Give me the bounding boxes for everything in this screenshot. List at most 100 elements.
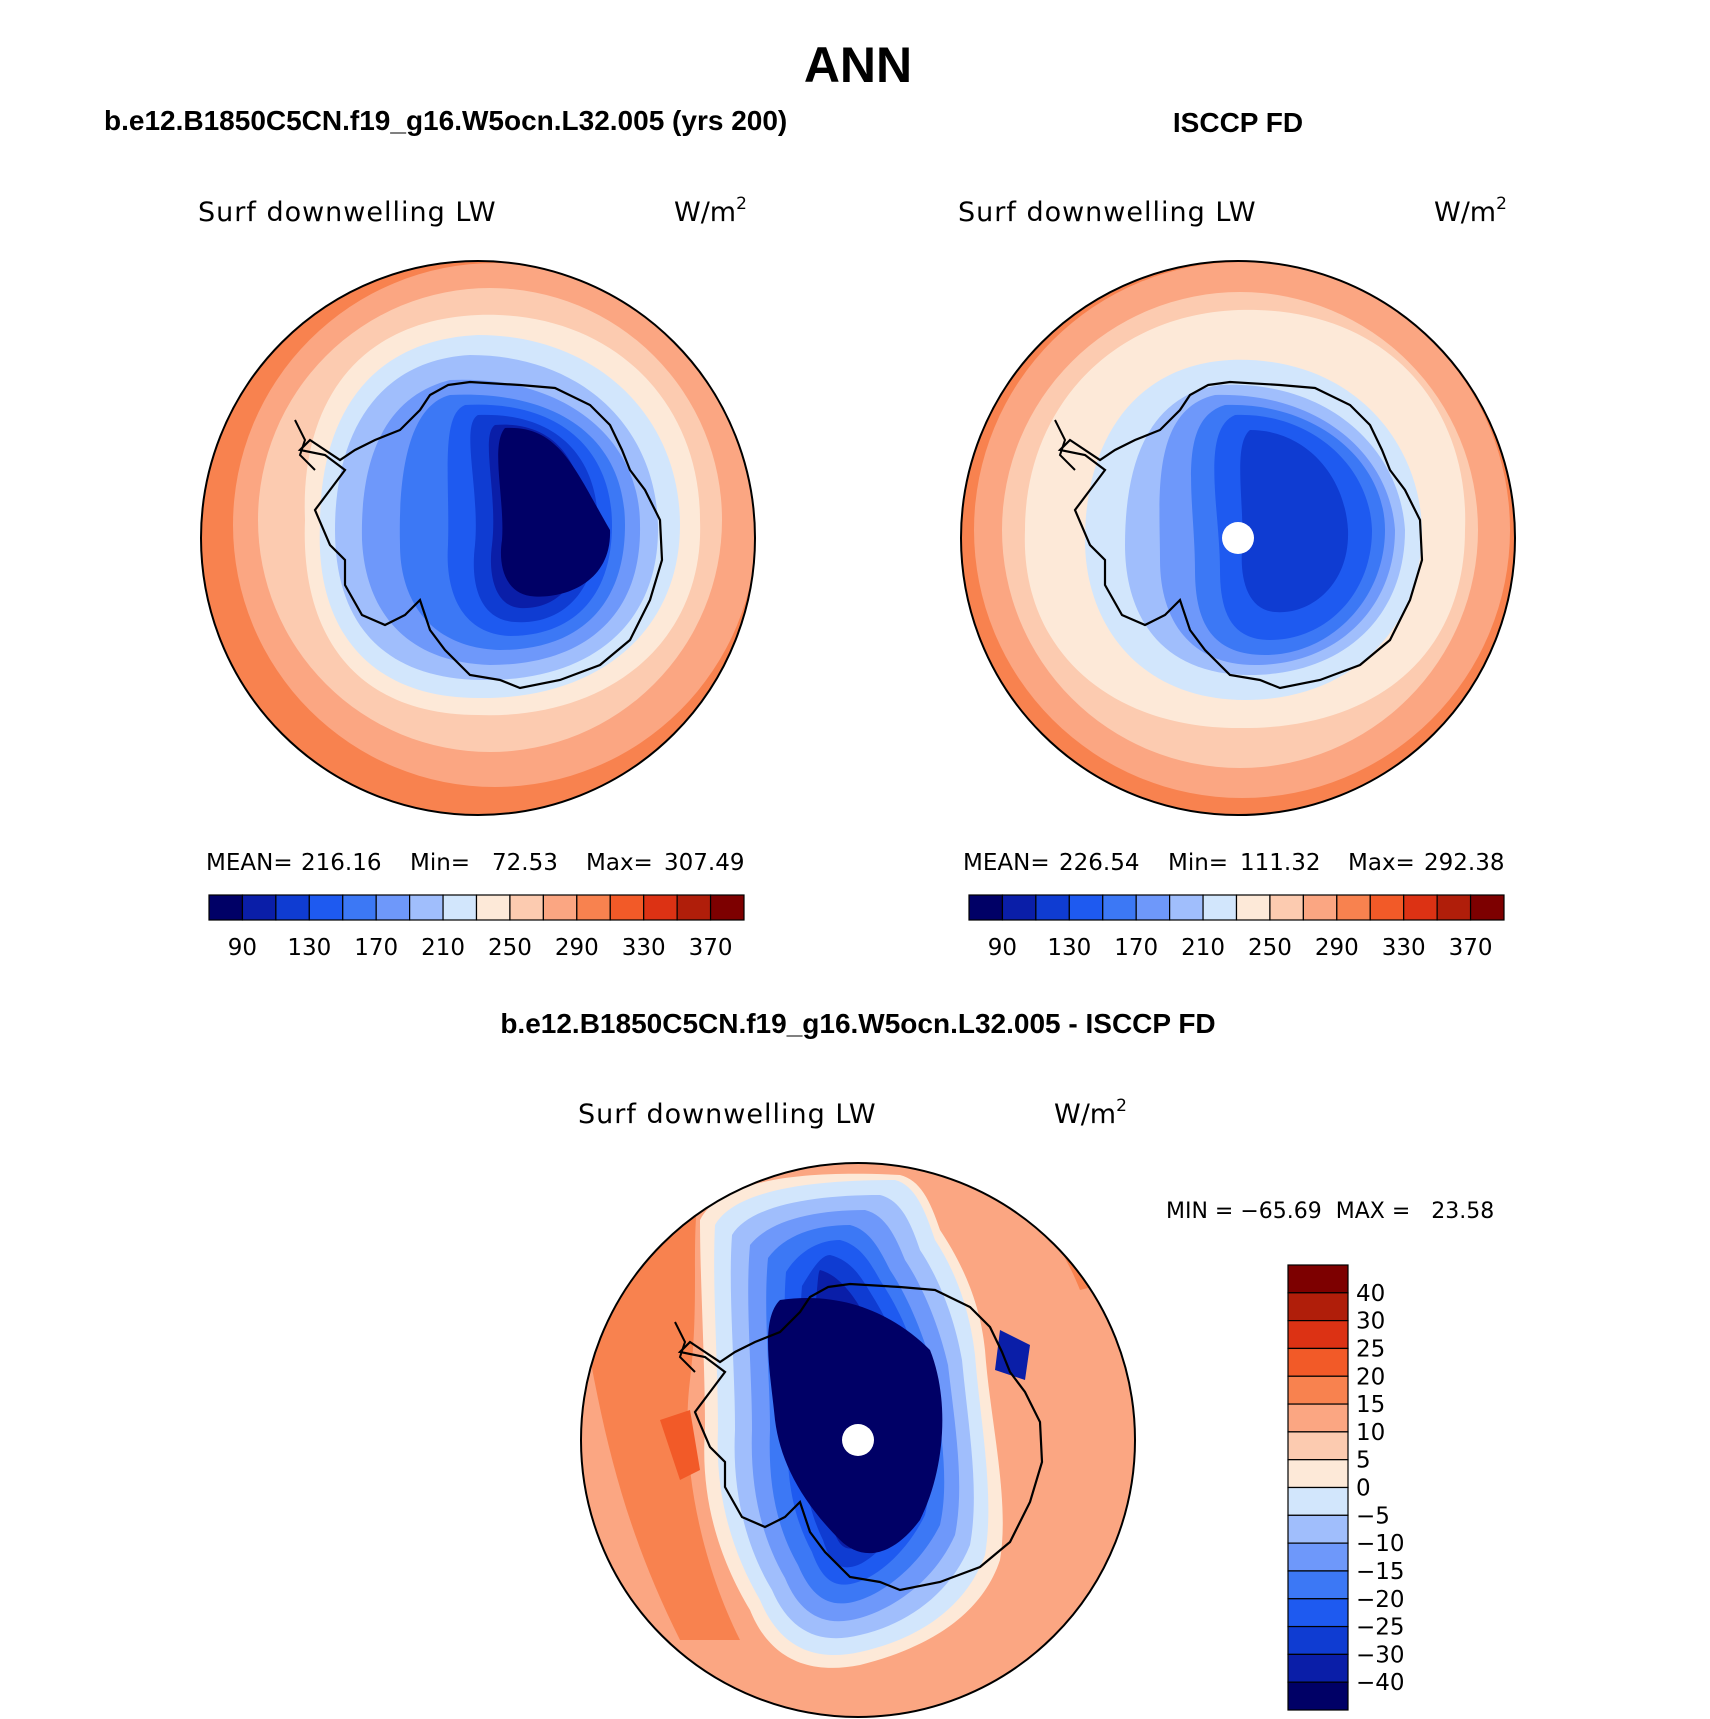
diff-colorbar-tick-label: 0 [1356, 1476, 1371, 1502]
diff-colorbar-swatch [1287, 1514, 1349, 1544]
diff-colorbar [1287, 1264, 1349, 1711]
diff-colorbar-swatch [1287, 1375, 1349, 1405]
panel-b-variable: Surf downwelling LW [958, 197, 1257, 228]
panel-a-colorbar-swatch [709, 894, 745, 921]
panel-b-colorbar-tick-label: 250 [1248, 935, 1292, 961]
panel-b-colorbar-tick-label: 330 [1382, 935, 1426, 961]
panel-b-heading: ISCCP FD [1173, 107, 1303, 138]
panel-a-colorbar-swatch [275, 894, 310, 921]
panel-b-map-border [960, 260, 1516, 816]
panel-b-colorbar-tick-label: 170 [1114, 935, 1158, 961]
panel-a-colorbar-swatch [409, 894, 444, 921]
panel-a-colorbar-tick-label: 210 [421, 935, 465, 961]
diff-colorbar-swatch [1287, 1431, 1349, 1461]
panel-b-colorbar-swatch [1169, 894, 1204, 921]
panel-a-colorbar-tick-label: 290 [555, 935, 599, 961]
panel-b-colorbar-swatch [1202, 894, 1238, 921]
panel-a-variable: Surf downwelling LW [198, 197, 497, 228]
panel-a-colorbar-swatch [308, 894, 344, 921]
panel-a-colorbar-swatch [475, 894, 511, 921]
panel-a-stats: MEAN= 216.16 Min= 72.53 Max= 307.49 [206, 850, 744, 876]
diff-colorbar-swatch [1287, 1292, 1349, 1322]
panel-b-colorbar-labels: 90 130 170 210 250 290 330 370 [988, 935, 1493, 961]
panel-b-colorbar-swatch [1403, 894, 1438, 921]
diff-colorbar-swatch [1287, 1486, 1349, 1516]
panel-b-colorbar-swatch [1336, 894, 1371, 921]
panel-a-colorbar-swatch [576, 894, 611, 921]
diff-colorbar-swatch [1287, 1653, 1349, 1683]
panel-b-colorbar-swatch [1235, 894, 1271, 921]
panel-a-colorbar-swatch [241, 894, 277, 921]
diff-colorbar-tick-label: −25 [1356, 1615, 1405, 1641]
diff-colorbar-swatch [1287, 1264, 1349, 1294]
panel-a-colorbar-swatch [643, 894, 678, 921]
panel-b-colorbar-swatch [1269, 894, 1304, 921]
diff-colorbar-tick-label: −10 [1356, 1531, 1405, 1557]
panel-b-stats: MEAN= 226.54 Min= 111.32 Max= 292.38 [963, 850, 1504, 876]
panel-a-map-border [200, 260, 756, 816]
diff-colorbar-swatch [1287, 1598, 1349, 1628]
diff-colorbar-tick-label: −15 [1356, 1559, 1405, 1585]
panel-a-colorbar-tick-label: 90 [228, 935, 257, 961]
diff-colorbar-tick-label: 25 [1356, 1336, 1385, 1362]
panel-b-colorbar-swatch [1469, 894, 1505, 921]
diff-colorbar-swatch [1287, 1681, 1349, 1711]
panel-b-colorbar-swatch [1302, 894, 1338, 921]
panel-a-colorbar-tick-label: 330 [622, 935, 666, 961]
panel-a-colorbar-swatch [542, 894, 578, 921]
diff-colorbar-tick-label: −40 [1356, 1670, 1405, 1696]
diff-colorbar-swatch [1287, 1625, 1349, 1655]
panel-b-colorbar-swatch [1436, 894, 1472, 921]
panel-b-colorbar-swatch [1001, 894, 1037, 921]
diff-colorbar-swatch [1287, 1570, 1349, 1600]
diff-colorbar-tick-label: −5 [1356, 1503, 1390, 1529]
panel-a-heading: b.e12.B1850C5CN.f19_g16.W5ocn.L32.005 (y… [104, 105, 787, 136]
diff-colorbar-swatch [1287, 1403, 1349, 1433]
panel-b-colorbar-tick-label: 370 [1449, 935, 1493, 961]
panel-b-map [961, 261, 1515, 815]
panel-a-units: W/m2 [674, 194, 747, 228]
diff-colorbar-tick-label: −20 [1356, 1587, 1405, 1613]
panel-a-map [201, 261, 755, 815]
panel-b-colorbar-swatch [1068, 894, 1104, 921]
diff-colorbar-tick-label: 15 [1356, 1392, 1385, 1418]
diff-colorbar-tick-label: −30 [1356, 1642, 1405, 1668]
diff-colorbar-tick-label: 20 [1356, 1364, 1385, 1390]
diff-colorbar-swatch [1287, 1347, 1349, 1377]
diff-map-border [580, 1162, 1136, 1718]
panel-a-colorbar-swatch [609, 894, 645, 921]
diff-minmax: MIN = −65.69 MAX = 23.58 [1166, 1199, 1494, 1224]
diff-variable: Surf downwelling LW [578, 1099, 877, 1130]
panel-a-colorbar-labels: 90 130 170 210 250 290 330 370 [228, 935, 733, 961]
panel-b-colorbar-tick-label: 130 [1047, 935, 1091, 961]
panel-b-colorbar [968, 894, 1505, 921]
panel-b-colorbar-swatch [1035, 894, 1070, 921]
panel-b-colorbar-swatch [1369, 894, 1405, 921]
figure-title: ANN [804, 37, 912, 93]
diff-colorbar-tick-label: 5 [1356, 1448, 1371, 1474]
panel-a-colorbar-tick-label: 370 [689, 935, 733, 961]
panel-a-colorbar-swatch [375, 894, 411, 921]
diff-colorbar-swatch [1287, 1542, 1349, 1572]
panel-a-colorbar-swatch [208, 894, 244, 921]
diff-units: W/m2 [1054, 1096, 1127, 1130]
panel-a-colorbar [208, 894, 745, 921]
panel-a-colorbar-tick-label: 250 [488, 935, 532, 961]
diff-heading: b.e12.B1850C5CN.f19_g16.W5ocn.L32.005 - … [500, 1008, 1215, 1039]
panel-b-colorbar-swatch [1135, 894, 1171, 921]
panel-a-colorbar-swatch [676, 894, 712, 921]
diff-colorbar-tick-label: 40 [1356, 1281, 1385, 1307]
panel-b-colorbar-swatch [968, 894, 1004, 921]
panel-b-colorbar-tick-label: 290 [1315, 935, 1359, 961]
diff-colorbar-swatch [1287, 1320, 1349, 1350]
panel-a-colorbar-swatch [509, 894, 544, 921]
diff-colorbar-swatch [1287, 1459, 1349, 1489]
diff-colorbar-tick-label: 30 [1356, 1309, 1385, 1335]
panel-b-units: W/m2 [1434, 194, 1507, 228]
panel-b-colorbar-tick-label: 210 [1181, 935, 1225, 961]
diff-colorbar-tick-label: 10 [1356, 1420, 1385, 1446]
diff-map [581, 1163, 1135, 1717]
panel-b-colorbar-swatch [1102, 894, 1137, 921]
